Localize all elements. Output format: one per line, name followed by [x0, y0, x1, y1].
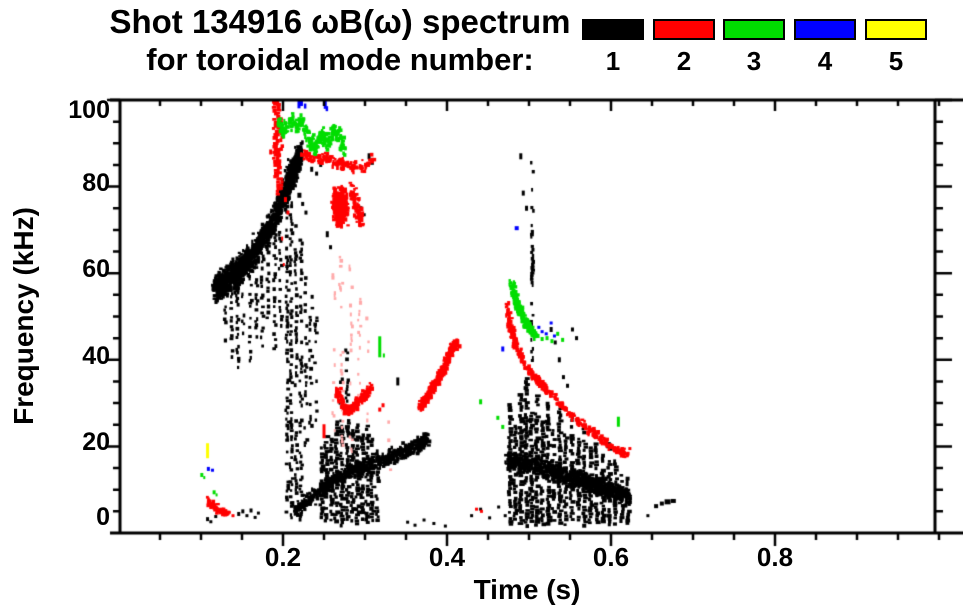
legend-swatch-mode-2 — [653, 19, 715, 40]
legend-label-mode-2: 2 — [676, 46, 692, 76]
y-tick-label: 20 — [82, 428, 110, 457]
legend-label-mode-3: 3 — [746, 46, 762, 76]
y-axis-title: Frequency (kHz) — [8, 207, 39, 425]
y-tick-label: 0 — [96, 503, 110, 531]
y-tick-label: 60 — [82, 255, 110, 284]
x-axis-title: Time (s) — [473, 574, 581, 605]
legend-label-mode-5: 5 — [888, 46, 904, 76]
legend-swatch-mode-5 — [865, 19, 927, 40]
chart-title-line1: Shot 134916 ωB(ω) spectrum — [109, 3, 571, 40]
x-tick-label: 0.4 — [428, 542, 466, 572]
legend-swatch-mode-4 — [794, 19, 856, 40]
legend-swatch-mode-1 — [582, 19, 644, 40]
y-tick-label: 40 — [82, 341, 110, 370]
x-tick-label: 0.6 — [592, 542, 630, 572]
legend-label-mode-4: 4 — [817, 46, 833, 76]
legend-label-mode-1: 1 — [605, 46, 621, 76]
x-tick-label: 0.8 — [756, 542, 794, 572]
y-tick-label: 80 — [82, 168, 110, 197]
y-tick-label: 100 — [68, 96, 110, 124]
legend-swatch-mode-3 — [723, 19, 785, 40]
chart-title-line2: for toroidal mode number: — [146, 42, 534, 77]
x-tick-label: 0.2 — [264, 542, 302, 572]
